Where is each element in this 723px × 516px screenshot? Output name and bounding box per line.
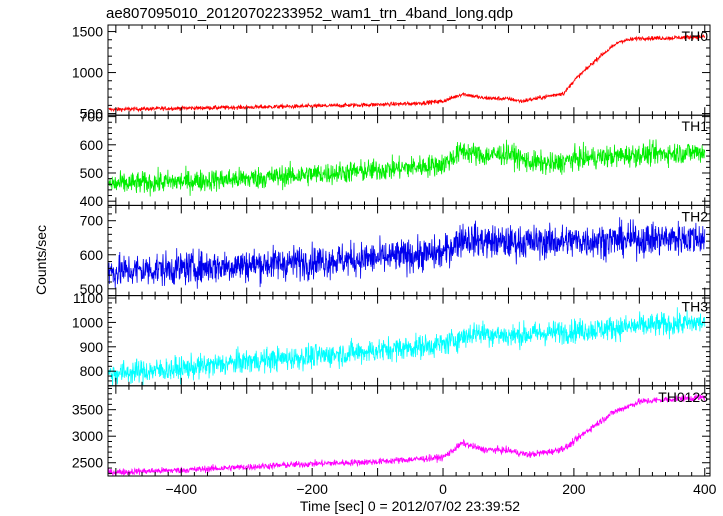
y-tick-label: 800 bbox=[80, 363, 104, 379]
y-tick-label: 3500 bbox=[72, 402, 103, 418]
panel-th3: 800 900 1000 1100 TH3 bbox=[72, 290, 711, 387]
series-line-th0123 bbox=[108, 393, 706, 476]
y-tick-label: 600 bbox=[80, 137, 104, 153]
y-tick-label: 1000 bbox=[72, 314, 103, 330]
series-label-th0: TH0 bbox=[682, 28, 709, 44]
panels-group: 500 1000 1500 TH0 400 500 600 700 TH1 500 600 700 TH… bbox=[72, 24, 717, 497]
series-line-th0 bbox=[108, 34, 706, 113]
series-label-th1: TH1 bbox=[682, 118, 709, 134]
series-label-th2: TH2 bbox=[682, 208, 709, 224]
y-axis-label: Counts/sec bbox=[33, 225, 49, 295]
y-tick-label: 1100 bbox=[73, 290, 103, 306]
y-tick-label: 600 bbox=[80, 247, 104, 263]
y-tick-label: 700 bbox=[80, 109, 104, 125]
x-tick-label: −200 bbox=[296, 481, 328, 497]
panel-th1: 400 500 600 700 TH1 bbox=[80, 109, 711, 209]
x-tick-label: 200 bbox=[562, 481, 586, 497]
y-tick-label: 2500 bbox=[72, 455, 103, 471]
chart-title: ae807095010_20120702233952_wam1_trn_4ban… bbox=[106, 5, 513, 22]
x-axis-label: Time [sec] 0 = 2012/07/02 23:39:52 bbox=[300, 498, 520, 514]
series-label-th0123: TH0123 bbox=[658, 389, 708, 405]
y-tick-label: 500 bbox=[80, 165, 104, 181]
series-line-th2 bbox=[108, 217, 706, 289]
series-label-th3: TH3 bbox=[682, 299, 709, 315]
x-tick-label: −400 bbox=[166, 481, 198, 497]
x-tick-label: 400 bbox=[693, 481, 717, 497]
y-tick-label: 900 bbox=[80, 339, 104, 355]
panel-frame bbox=[107, 24, 711, 116]
y-tick-label: 500 bbox=[80, 106, 104, 122]
panel-th2: 500 600 700 TH2 bbox=[80, 204, 711, 297]
x-tick-label: 0 bbox=[439, 481, 447, 497]
panel-th0: 500 1000 1500 TH0 bbox=[72, 24, 711, 122]
series-line-th3 bbox=[108, 307, 706, 386]
series-line-th1 bbox=[108, 139, 706, 197]
panel-frame bbox=[107, 114, 711, 206]
y-tick-label: 700 bbox=[80, 213, 104, 229]
y-tick-label: 400 bbox=[80, 193, 104, 209]
y-tick-label: 3000 bbox=[72, 428, 103, 444]
y-tick-label: 500 bbox=[80, 281, 104, 297]
panel-frame bbox=[107, 385, 711, 477]
panel-frame bbox=[107, 295, 711, 387]
y-tick-label: 1500 bbox=[72, 24, 103, 40]
panel-th0123: 2500 3000 3500 TH0123 bbox=[72, 385, 711, 477]
y-tick-label: 1000 bbox=[72, 65, 103, 81]
